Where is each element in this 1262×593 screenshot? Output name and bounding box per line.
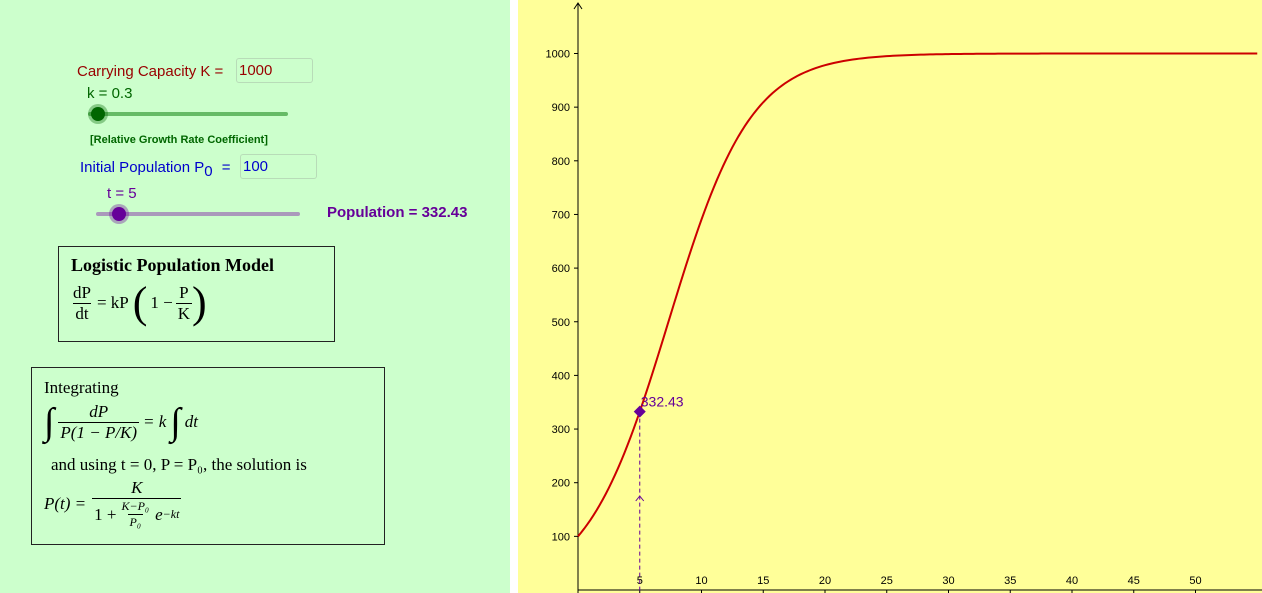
y-tick-label: 300	[552, 424, 570, 436]
x-tick-label: 30	[942, 575, 954, 587]
population-point-label: 332.43	[641, 394, 684, 410]
solution-equation: P(t) = K 1 + K−P₀ P₀ e −kt	[44, 478, 182, 530]
pt-label: P(t) =	[44, 494, 87, 513]
eq-kp: = kP	[96, 293, 129, 312]
frac-p: P	[179, 282, 189, 302]
eq-k: = k	[143, 412, 167, 431]
k-slider-track[interactable]	[88, 112, 288, 116]
graph-view[interactable]: 1002003004005006007008009001000510152025…	[518, 0, 1262, 593]
t-slider-knob[interactable]	[112, 207, 126, 221]
integral-fraction: dP P(1 − P/K)	[58, 401, 140, 443]
p-k-fraction: P K	[175, 282, 193, 324]
y-tick-label: 400	[552, 370, 570, 382]
y-tick-label: 500	[552, 317, 570, 329]
integral-sign-2: ∫	[170, 401, 181, 443]
integral-denominator: P(1 − P/K)	[58, 421, 140, 442]
y-tick-label: 800	[552, 156, 570, 168]
integrating-text: Integrating	[44, 378, 119, 397]
exp-base: e	[155, 504, 163, 524]
t-slider-track[interactable]	[96, 212, 300, 216]
y-tick-label: 700	[552, 209, 570, 221]
one-minus: 1 −	[150, 293, 173, 312]
solution-denominator: 1 + K−P₀ P₀ e −kt	[92, 498, 182, 530]
x-tick-label: 15	[757, 575, 769, 587]
frac-dt: dt	[73, 302, 91, 323]
y-tick-label: 1000	[546, 49, 570, 61]
inner-numerator: K−P₀	[121, 499, 150, 513]
initial-label-subscript: 0	[204, 163, 213, 180]
dt-text: dt	[184, 412, 198, 431]
x-tick-label: 35	[1004, 575, 1016, 587]
x-tick-label: 20	[819, 575, 831, 587]
integral-numerator: dP	[89, 401, 109, 421]
exp-power: −kt	[162, 507, 180, 521]
population-readout: Population = 332.43	[327, 204, 468, 221]
paren-right: )	[192, 278, 207, 327]
integral-equation: ∫ dP P(1 − P/K) = k ∫ dt	[44, 400, 198, 444]
k-slider-label: k = 0.3	[87, 85, 133, 102]
capacity-label: Carrying Capacity K =	[77, 63, 224, 80]
t-slider-label: t = 5	[107, 185, 137, 202]
logistic-model-box: Logistic Population Model dP dt = kP ( 1…	[58, 246, 335, 342]
frac-k: K	[175, 302, 193, 323]
logistic-chart[interactable]: 1002003004005006007008009001000510152025…	[518, 0, 1262, 593]
initial-label-equals: =	[221, 159, 231, 176]
one-plus: 1 +	[94, 504, 117, 524]
y-tick-label: 600	[552, 263, 570, 275]
condition-text: and using t = 0, P = P₀, the solution is	[51, 455, 307, 474]
x-tick-label: 50	[1189, 575, 1201, 587]
integral-sign: ∫	[44, 401, 55, 443]
initial-population-label: Initial Population P0 =	[80, 159, 231, 180]
x-tick-label: 45	[1128, 575, 1140, 587]
population-point	[633, 405, 646, 418]
y-tick-label: 900	[552, 102, 570, 114]
logistic-curve	[577, 52, 1258, 537]
solution-fraction: K 1 + K−P₀ P₀ e −kt	[92, 478, 182, 530]
y-axis-arrow	[573, 2, 583, 10]
inner-denominator: P₀	[127, 514, 144, 529]
y-tick-label: 200	[552, 478, 570, 490]
panel-divider	[510, 0, 518, 593]
x-tick-label: 10	[695, 575, 707, 587]
dp-dt-fraction: dP dt	[71, 283, 93, 324]
x-tick-label: 40	[1066, 575, 1078, 587]
paren-left: (	[132, 278, 148, 327]
initial-population-input[interactable]: 100	[240, 154, 317, 179]
inner-fraction: K−P₀ P₀	[120, 499, 152, 530]
model-title: Logistic Population Model	[71, 255, 275, 275]
capacity-input[interactable]: 1000	[236, 58, 313, 83]
frac-dp: dP	[73, 282, 91, 302]
y-tick-label: 100	[552, 531, 570, 543]
drop-line-arrow	[635, 495, 645, 502]
k-caption: [Relative Growth Rate Coefficient]	[90, 134, 268, 146]
initial-label-main: Initial Population P	[80, 159, 205, 176]
controls-panel: Carrying Capacity K = 1000 k = 0.3 [Rela…	[0, 0, 510, 593]
x-tick-label: 25	[881, 575, 893, 587]
model-equation: dP dt = kP ( 1 − P K )	[71, 281, 207, 325]
k-slider-knob[interactable]	[91, 107, 105, 121]
solution-numerator: K	[131, 478, 143, 497]
integration-box: Integrating ∫ dP P(1 − P/K) = k ∫ dt and…	[31, 367, 385, 545]
